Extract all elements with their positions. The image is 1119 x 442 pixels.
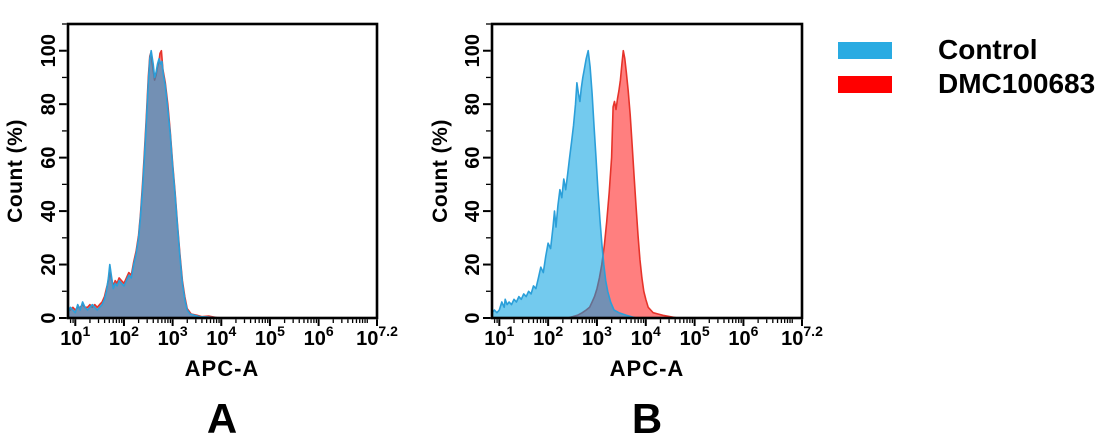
x-tick-label: 101 xyxy=(484,323,514,350)
x-tick-label: 101 xyxy=(60,323,90,350)
y-tick-label: 0 xyxy=(38,312,60,323)
x-tick-label: 103 xyxy=(158,323,188,350)
y-tick-label: 40 xyxy=(38,200,60,222)
y-tick-label: 100 xyxy=(38,34,60,67)
panel-label-b: B xyxy=(632,395,662,442)
x-tick-label: 103 xyxy=(582,323,612,350)
legend-label-dmc100683: DMC100683 xyxy=(938,68,1096,99)
x-axis-title-panel-a: APC-A xyxy=(185,356,260,381)
legend-swatch-control-icon xyxy=(838,41,892,59)
x-tick-label: 106 xyxy=(728,323,758,350)
x-tick-label: 102 xyxy=(533,323,563,350)
histogram-control-panel-b xyxy=(492,49,637,318)
legend-item-control: Control xyxy=(838,33,1095,67)
x-tick-label: 105 xyxy=(255,323,285,350)
y-tick-label: 80 xyxy=(462,93,484,115)
panel-label-a: A xyxy=(207,395,237,442)
x-tick-label: 107.2 xyxy=(781,323,823,350)
x-tick-label: 104 xyxy=(206,323,236,350)
y-tick-label: 60 xyxy=(462,147,484,169)
y-axis-title-panel-b: Count (%) xyxy=(429,119,452,223)
y-tick-label: 60 xyxy=(38,147,60,169)
legend-swatch-dmc100683-icon xyxy=(838,75,892,93)
legend-item-dmc100683: DMC100683 xyxy=(838,67,1095,101)
x-tick-label: 106 xyxy=(304,323,334,350)
y-axis-title-panel-a: Count (%) xyxy=(4,119,27,223)
y-tick-label: 40 xyxy=(462,200,484,222)
x-tick-label: 102 xyxy=(109,323,139,350)
y-tick-label: 80 xyxy=(38,93,60,115)
plot-frame-panel-b xyxy=(490,22,804,320)
y-tick-label: 20 xyxy=(462,253,484,275)
histogram-curves-panel-a xyxy=(68,49,225,318)
legend-label-control: Control xyxy=(938,34,1038,65)
y-tick-label: 0 xyxy=(462,312,484,323)
plot-frame-panel-a xyxy=(66,22,379,320)
histogram-control-panel-a xyxy=(68,49,223,318)
x-tick-label: 105 xyxy=(680,323,710,350)
y-tick-label: 20 xyxy=(38,253,60,275)
histogram-curves-panel-b xyxy=(492,49,679,318)
x-axis-title-panel-b: APC-A xyxy=(610,356,685,381)
x-tick-label: 107.2 xyxy=(356,323,398,350)
x-tick-label: 104 xyxy=(631,323,661,350)
legend: Control DMC100683 xyxy=(838,33,1095,101)
y-tick-label: 100 xyxy=(462,34,484,67)
